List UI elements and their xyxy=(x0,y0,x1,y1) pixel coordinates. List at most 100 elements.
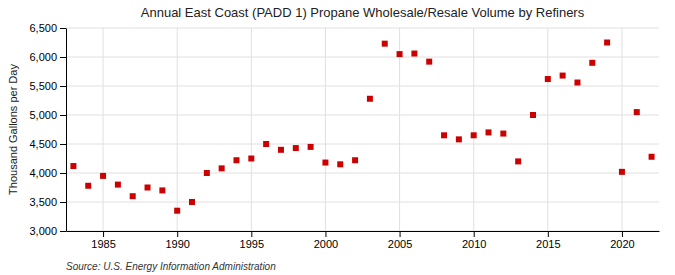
point xyxy=(159,187,165,193)
y-grid-line xyxy=(66,57,659,58)
y-axis-line xyxy=(66,29,67,232)
x-grid-line xyxy=(621,28,622,231)
point xyxy=(530,112,536,118)
x-grid-line xyxy=(177,28,178,231)
y-tick-label: 4,500 xyxy=(29,138,57,150)
x-grid-line xyxy=(473,28,474,231)
x-tick-label: 2015 xyxy=(536,238,560,250)
point xyxy=(174,208,180,214)
y-axis: 3,0003,5004,0004,5005,0005,5006,0006,500 xyxy=(29,22,66,237)
point xyxy=(130,193,136,199)
y-tick-mark xyxy=(60,202,66,203)
x-tick-mark xyxy=(251,231,252,237)
y-tick: 6,500 xyxy=(29,22,66,34)
x-grid-line xyxy=(325,28,326,231)
point xyxy=(278,147,284,153)
x-grid-line xyxy=(547,28,548,231)
x-tick: 2000 xyxy=(314,231,338,250)
x-tick: 1985 xyxy=(91,231,115,250)
y-tick-label: 4,000 xyxy=(29,167,57,179)
point xyxy=(204,170,210,176)
y-tick: 3,000 xyxy=(29,225,66,237)
x-tick-mark xyxy=(177,231,178,237)
point xyxy=(574,80,580,86)
point xyxy=(604,40,610,46)
y-grid-line xyxy=(66,173,659,174)
y-tick-mark xyxy=(60,57,66,58)
y-tick: 6,000 xyxy=(29,51,66,63)
point xyxy=(145,185,151,191)
y-grid-line xyxy=(66,115,659,116)
point xyxy=(100,173,106,179)
y-tick-mark xyxy=(60,173,66,174)
y-tick-mark xyxy=(60,86,66,87)
x-tick-label: 2005 xyxy=(388,238,412,250)
point xyxy=(263,141,269,147)
y-tick-mark xyxy=(60,115,66,116)
point xyxy=(545,76,551,82)
chart: 198519901995200020052010201520203,0003,5… xyxy=(0,0,675,275)
y-tick-mark xyxy=(60,28,66,29)
y-tick-mark xyxy=(60,231,66,232)
point xyxy=(367,96,373,102)
point xyxy=(382,41,388,47)
point xyxy=(515,158,521,164)
point xyxy=(293,145,299,151)
grid xyxy=(66,28,659,231)
y-tick-label: 3,000 xyxy=(29,225,57,237)
point xyxy=(634,109,640,115)
point xyxy=(352,157,358,163)
plot-area: 198519901995200020052010201520203,0003,5… xyxy=(29,22,659,250)
y-tick-label: 6,500 xyxy=(29,22,57,34)
point xyxy=(397,51,403,57)
x-tick: 2020 xyxy=(610,231,634,250)
title: Annual East Coast (PADD 1) Propane Whole… xyxy=(141,5,585,20)
x-tick: 2005 xyxy=(388,231,412,250)
y-axis-title: Thousand Gallons per Day xyxy=(7,64,19,195)
x-grid-line xyxy=(103,28,104,231)
x-tick: 2015 xyxy=(536,231,560,250)
x-tick: 2010 xyxy=(462,231,486,250)
y-tick: 5,000 xyxy=(29,109,66,121)
point xyxy=(248,156,254,162)
y-tick: 4,000 xyxy=(29,167,66,179)
x-tick: 1990 xyxy=(165,231,189,250)
point xyxy=(308,144,314,150)
x-tick-label: 2000 xyxy=(314,238,338,250)
y-tick-mark xyxy=(60,144,66,145)
x-tick-label: 2010 xyxy=(462,238,486,250)
x-axis: 1985 1990 1995 2000 2005 2010 2015 2020 xyxy=(67,231,660,250)
point xyxy=(189,199,195,205)
x-tick-mark xyxy=(548,231,549,237)
point xyxy=(589,60,595,66)
point xyxy=(486,129,492,135)
y-tick-label: 5,500 xyxy=(29,80,57,92)
point xyxy=(337,161,343,167)
point xyxy=(471,132,477,138)
x-tick-mark xyxy=(325,231,326,237)
x-grid-line xyxy=(251,28,252,231)
y-tick-label: 6,000 xyxy=(29,51,57,63)
y-grid-line xyxy=(66,86,659,87)
point xyxy=(219,165,225,171)
x-tick: 1995 xyxy=(240,231,264,250)
x-tick-label: 1990 xyxy=(165,238,189,250)
y-tick: 4,500 xyxy=(29,138,66,150)
y-grid-line xyxy=(66,202,659,203)
point xyxy=(456,136,462,142)
point xyxy=(322,160,328,166)
point xyxy=(441,132,447,138)
point xyxy=(426,59,432,65)
y-grid-line xyxy=(66,144,659,145)
point xyxy=(560,73,566,79)
point xyxy=(411,51,417,57)
source-note: Source: U.S. Energy Information Administ… xyxy=(66,261,276,272)
y-grid-line xyxy=(66,28,659,29)
point xyxy=(500,131,506,137)
point xyxy=(233,157,239,163)
point xyxy=(70,163,76,169)
x-axis-line xyxy=(67,231,660,232)
x-grid-line xyxy=(399,28,400,231)
x-tick-mark xyxy=(474,231,475,237)
x-tick-label: 2020 xyxy=(610,238,634,250)
